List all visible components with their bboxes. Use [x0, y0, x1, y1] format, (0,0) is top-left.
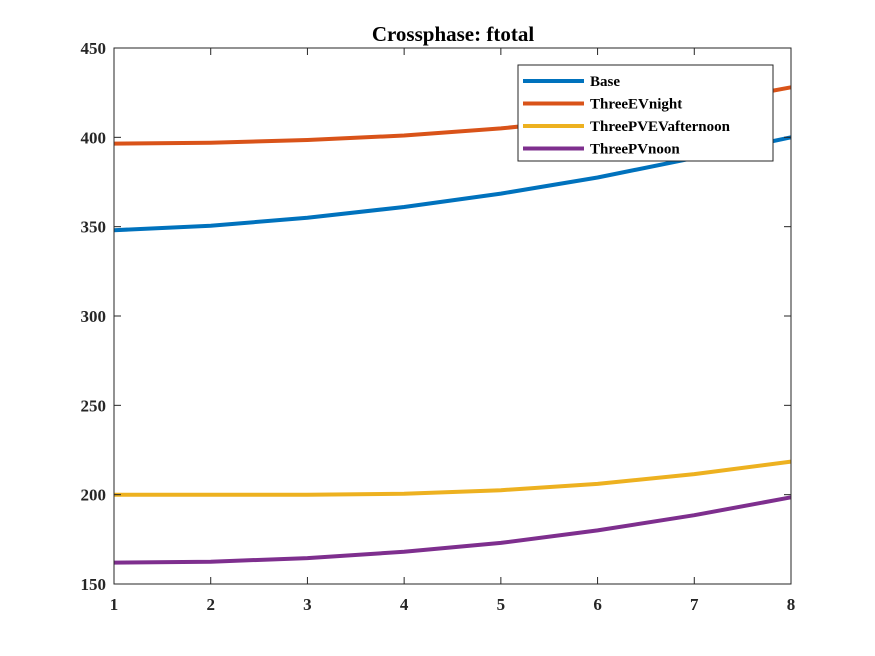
x-tick-label: 1: [110, 595, 119, 614]
x-tick-label: 5: [497, 595, 506, 614]
y-tick-label: 150: [81, 575, 107, 594]
chart-title: Crossphase: ftotal: [372, 22, 535, 46]
x-tick-label: 6: [593, 595, 602, 614]
legend-label-1: ThreeEVnight: [590, 97, 682, 113]
y-tick-label: 350: [81, 218, 107, 237]
series-line-3: [113, 495, 792, 565]
y-tick-label: 400: [81, 128, 107, 147]
x-tick-label: 2: [206, 595, 215, 614]
x-tick-label: 3: [303, 595, 312, 614]
legend: Base ThreeEVnight ThreePVEVafternoon ThreeP…: [517, 64, 774, 162]
legend-label-2: ThreePVEVafternoon: [590, 119, 731, 135]
y-tick-label: 200: [81, 486, 107, 505]
y-tick-label: 450: [81, 39, 107, 58]
legend-label-3: ThreePVnoon: [590, 142, 680, 158]
x-tick-label: 4: [400, 595, 409, 614]
x-tick-label: 8: [787, 595, 796, 614]
x-tick-label: 7: [690, 595, 699, 614]
y-tick-label: 300: [81, 307, 107, 326]
axis-ticks: 1 2 3 4 5 6 7 8 150 200 250 300 350 400 450: [81, 39, 796, 614]
series-line-2: [114, 459, 792, 497]
y-tick-label: 250: [81, 396, 107, 415]
legend-label-0: Base: [590, 74, 620, 90]
